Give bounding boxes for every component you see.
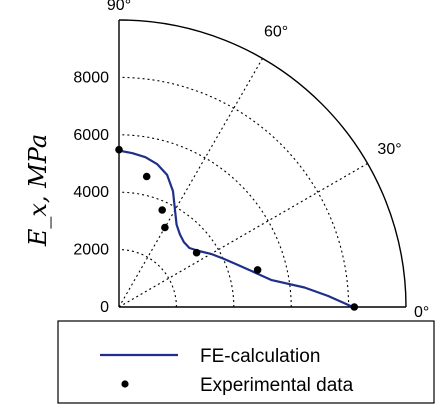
data-point-experimental [158, 206, 166, 214]
angular-tick-label: 60° [264, 24, 288, 41]
radial-tick-label: 0 [100, 299, 109, 316]
legend-entry-fe-calculation: FE-calculation [200, 346, 320, 367]
legend-box [57, 320, 435, 404]
angular-gridline [118, 163, 368, 308]
radial-tick-label: 6000 [73, 127, 109, 144]
radial-gridline [118, 134, 292, 308]
data-point-experimental [161, 223, 169, 232]
radial-gridline [118, 191, 235, 308]
y-axis-label: E_x, MPa [24, 134, 52, 247]
legend-dot-swatch [121, 380, 129, 388]
data-point-experimental [350, 303, 359, 311]
radial-tick-label: 4000 [73, 184, 109, 201]
tick-labels: 0 2000 4000 6000 8000 0° 30° 60° 90° [73, 0, 429, 321]
outer-boundary-arc [118, 19, 407, 308]
series-line-fe-calculation [118, 149, 354, 309]
radial-tick-label: 8000 [73, 69, 109, 86]
radial-gridline [118, 76, 350, 308]
series [115, 145, 359, 311]
data-point-experimental [253, 266, 262, 274]
angular-tick-label: 30° [377, 141, 401, 158]
angular-tick-label: 0° [414, 304, 429, 321]
data-point-experimental [192, 248, 201, 257]
radial-tick-label: 2000 [73, 242, 109, 259]
data-point-experimental [115, 145, 123, 154]
legend: FE-calculation Experimental data [57, 320, 435, 404]
angular-gridline [118, 58, 263, 308]
data-point-experimental [142, 172, 151, 181]
legend-entry-experimental-data: Experimental data [200, 375, 354, 396]
grid [118, 19, 407, 308]
radial-gridline [118, 249, 177, 308]
angular-tick-label: 90° [107, 0, 131, 14]
